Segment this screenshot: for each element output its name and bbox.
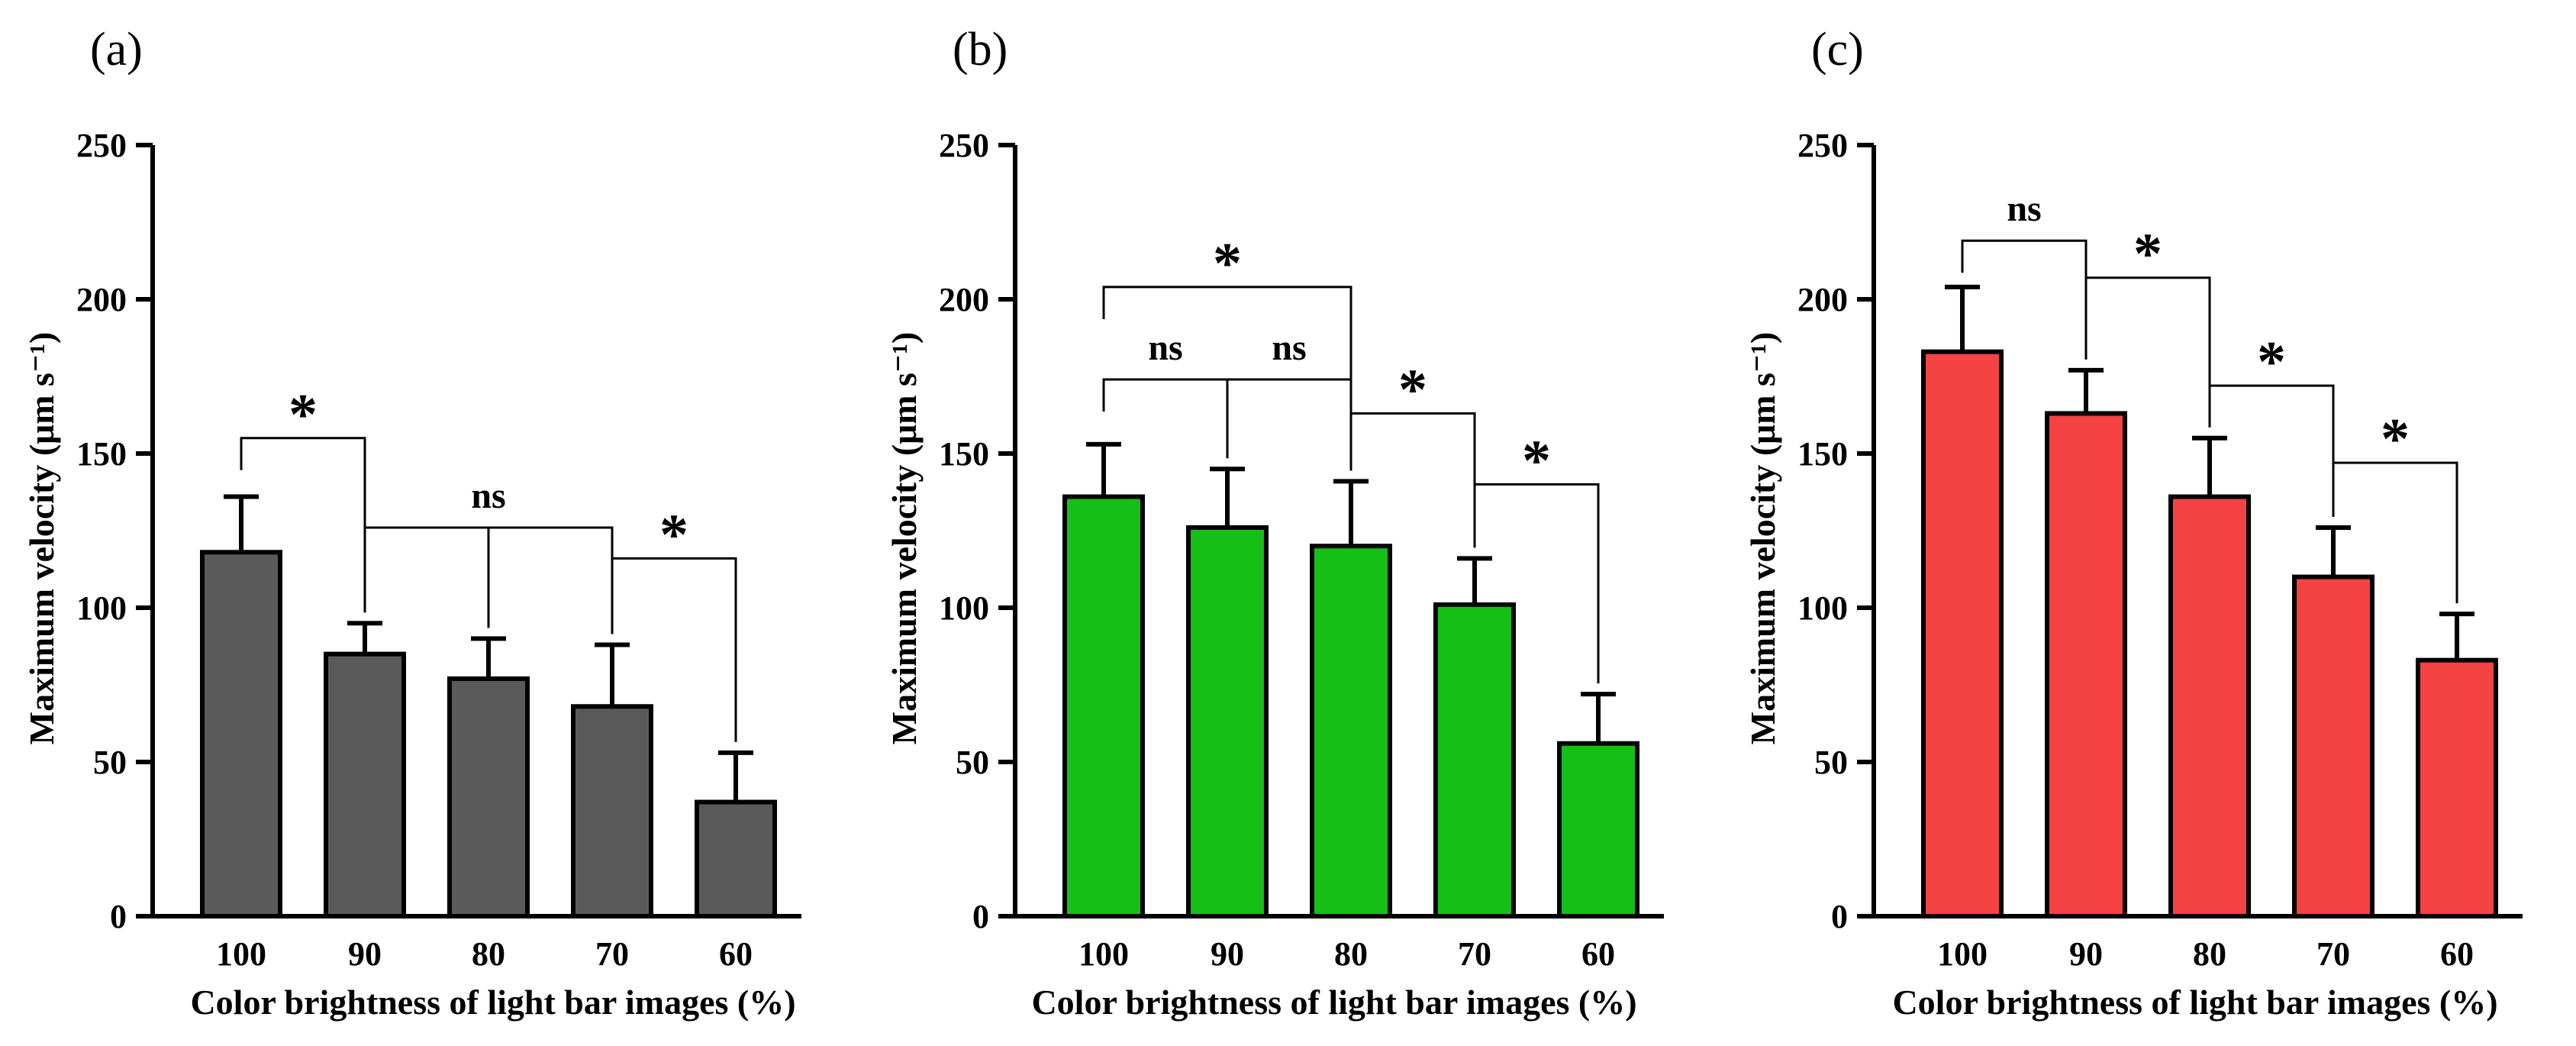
panel-a-y-tick-label: 150 <box>76 435 127 473</box>
panel-a-label: (a) <box>90 24 143 76</box>
panel-b-x-tick-label: 100 <box>1078 935 1129 973</box>
panel-a-x-axis-title: Color brightness of light bar images (%) <box>190 983 795 1022</box>
panel-a-significance-label: * <box>659 502 688 567</box>
panel-c-y-tick-label: 0 <box>1831 898 1848 935</box>
panel-b-label: (b) <box>953 24 1008 76</box>
panel-b-significance-label: * <box>1213 231 1242 295</box>
panel-a-y-tick-label: 250 <box>76 127 127 164</box>
panel-a-significance-label: * <box>289 383 318 447</box>
panel-c-significance-label: * <box>2257 330 2286 394</box>
panel-b-bar <box>1186 525 1269 919</box>
panel-a-bar <box>571 704 653 919</box>
panel-a-x-tick-label: 100 <box>216 935 266 973</box>
panel-b-bar <box>1310 544 1392 918</box>
panel-c-label: (c) <box>1811 24 1864 76</box>
panel-a-significance-label: ns <box>471 476 505 516</box>
panel-b-y-tick-label: 250 <box>939 127 989 164</box>
panel-b-y-tick-label: 0 <box>972 898 989 935</box>
panel-c-bar <box>2416 657 2498 918</box>
panel-b-significance-label: * <box>1522 428 1551 492</box>
panel-b-x-tick-label: 90 <box>1211 935 1244 973</box>
panel-b-x-tick-label: 60 <box>1581 935 1615 973</box>
panel-c-bar <box>1921 349 2004 918</box>
panel-b-bar <box>1557 741 1639 919</box>
panel-c-y-tick-label: 150 <box>1797 435 1848 473</box>
panel-c-x-axis-title: Color brightness of light bar images (%) <box>1892 983 2497 1022</box>
panel-a-bar <box>447 676 530 918</box>
panel-c-significance-label: ns <box>2007 189 2041 229</box>
panel-c-significance-label: * <box>2133 222 2162 286</box>
panel-a-bar <box>695 799 777 919</box>
panel-c-bar <box>2168 494 2251 918</box>
panel-a-y-axis-title: Maximum velocity (μm s⁻¹) <box>22 332 61 745</box>
panel-a-y-tick-label: 0 <box>110 898 127 935</box>
panel-b-significance-bracket <box>1102 378 1229 459</box>
panel-c-significance-bracket <box>2084 276 2211 428</box>
panel-b-significance-bracket <box>1349 412 1476 548</box>
panel-a-significance-bracket <box>240 437 366 613</box>
panel-c-significance-label: * <box>2381 407 2410 471</box>
panel-a-significance-bracket <box>611 557 737 742</box>
panel-a: (a) Maximum velocity (μm s⁻¹) Color brig… <box>22 24 801 1022</box>
panel-c-bar <box>2045 411 2127 918</box>
panel-b-y-axis-title: Maximum velocity (μm s⁻¹) <box>885 332 924 745</box>
panel-c-x-tick-label: 60 <box>2440 935 2474 973</box>
panel-a-y-tick-label: 50 <box>93 744 127 781</box>
panel-c-y-tick-label: 50 <box>1814 744 1848 781</box>
panel-c-y-tick-label: 250 <box>1797 127 1848 164</box>
panel-a-x-tick-label: 80 <box>472 935 505 973</box>
panel-c-x-tick-label: 80 <box>2193 935 2226 973</box>
panel-b-bar <box>1433 602 1516 919</box>
panel-c-x-tick-label: 70 <box>2316 935 2350 973</box>
panel-b-y-tick-label: 200 <box>939 281 989 318</box>
panel-c-significance-bracket <box>1961 239 2088 360</box>
panel-b-x-tick-label: 70 <box>1458 935 1491 973</box>
panel-a-bar <box>200 550 282 919</box>
panel-a-x-tick-label: 70 <box>595 935 629 973</box>
panel-b: (b) Maximum velocity (μm s⁻¹) Color brig… <box>885 24 1664 1022</box>
panel-a-plot: 0 50 100 150 200 250 100 90 80 70 60 * ns * <box>76 127 801 973</box>
panel-b-significance-bracket <box>1473 483 1600 684</box>
panel-b-significance-label: * <box>1398 357 1427 421</box>
panel-c-plot: 0 50 100 150 200 250 100 90 80 70 60 ns * * * <box>1797 127 2523 973</box>
panel-a-x-tick-label: 90 <box>348 935 382 973</box>
panel-c-significance-bracket <box>2208 384 2335 517</box>
panel-b-significance-label: ns <box>1272 328 1306 368</box>
panel-a-y-tick-label: 200 <box>76 281 127 318</box>
panel-b-y-tick-label: 50 <box>956 744 989 781</box>
panel-b-plot: 0 50 100 150 200 250 100 90 80 70 60 * ns ns * * <box>939 127 1664 973</box>
panel-c-significance-bracket <box>2332 461 2458 604</box>
panel-c-bar <box>2292 574 2374 918</box>
panel-c-y-tick-label: 200 <box>1797 281 1848 318</box>
panel-b-x-axis-title: Color brightness of light bar images (%) <box>1031 983 1636 1022</box>
panel-c-y-tick-label: 100 <box>1797 589 1848 627</box>
panel-a-bar <box>324 651 406 918</box>
panel-b-significance-bracket <box>1226 378 1352 471</box>
panel-c-x-tick-label: 90 <box>2069 935 2103 973</box>
panel-c-x-tick-label: 100 <box>1937 935 1988 973</box>
panel-b-y-tick-label: 150 <box>939 435 989 473</box>
panel-a-y-tick-label: 100 <box>76 589 127 627</box>
panel-a-x-tick-label: 60 <box>719 935 753 973</box>
panel-b-y-tick-label: 100 <box>939 589 989 627</box>
panel-c-y-axis-title: Maximum velocity (μm s⁻¹) <box>1743 332 1782 745</box>
panel-b-x-tick-label: 80 <box>1334 935 1368 973</box>
panel-c: (c) Maximum velocity (μm s⁻¹) Color brig… <box>1743 24 2523 1022</box>
panel-b-bar <box>1062 494 1145 918</box>
panel-b-significance-label: ns <box>1148 328 1182 368</box>
